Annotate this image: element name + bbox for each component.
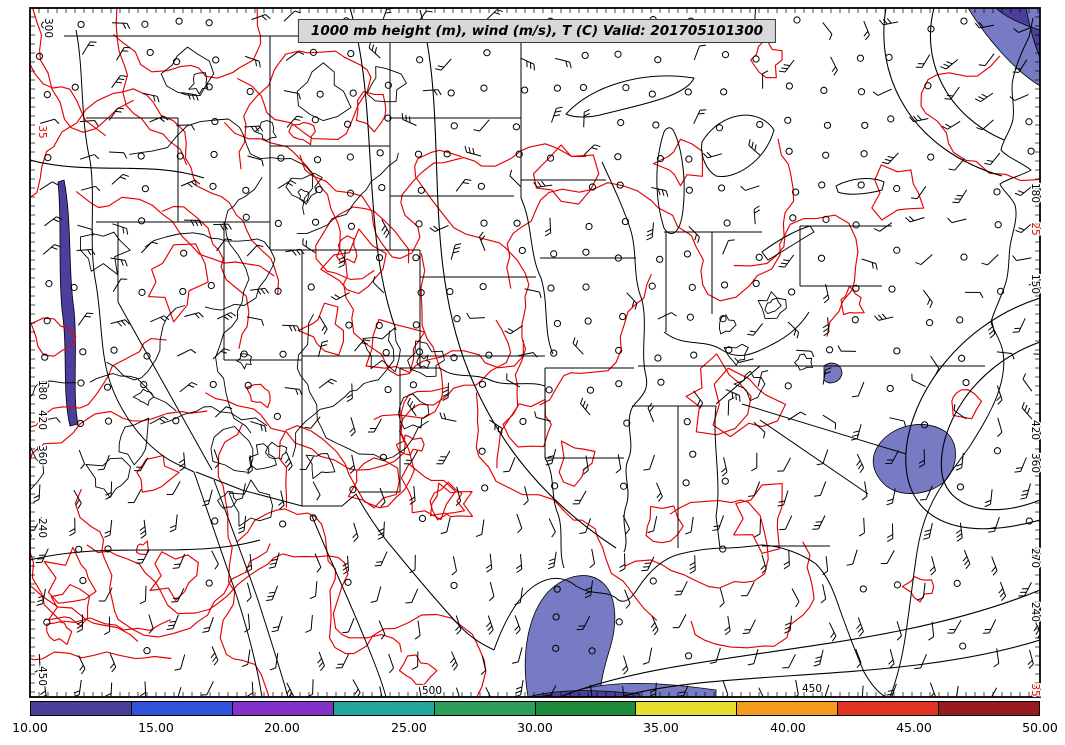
colorbar (30, 701, 1040, 716)
colorbar-segment (535, 702, 637, 715)
contour-label: 300 (42, 18, 54, 38)
colorbar-segment (434, 702, 536, 715)
contour-label: 420 (1029, 420, 1041, 440)
contour-label: 500 (422, 685, 442, 697)
contour-label: 360 (1029, 453, 1041, 473)
colorbar-segment (737, 702, 839, 715)
colorbar-segment (838, 702, 940, 715)
colorbar-segment (232, 702, 334, 715)
contour-label: 270 (1029, 548, 1041, 568)
contour-label: 25 (1029, 222, 1041, 235)
contour-label: 35 (1029, 683, 1041, 696)
contour-label: 150 (1029, 274, 1041, 294)
contour-label: 450 (36, 666, 48, 686)
colorbar-segment (131, 702, 233, 715)
contour-label: 420 (36, 410, 48, 430)
contour-label: 240 (1029, 602, 1041, 622)
colorbar-segment (31, 702, 132, 715)
contour-label: 450 (802, 683, 822, 695)
colorbar-segment (939, 702, 1040, 715)
contour-label: 360 (36, 445, 48, 465)
plot-title: 1000 mb height (m), wind (m/s), T (C) Va… (297, 19, 777, 43)
colorbar-segment (333, 702, 435, 715)
colorbar-segment (636, 702, 738, 715)
contour-label: 180 (1029, 183, 1041, 203)
contour-label: 180 (36, 380, 48, 400)
contour-label: 35 (36, 125, 48, 138)
contour-label: 240 (36, 518, 48, 538)
